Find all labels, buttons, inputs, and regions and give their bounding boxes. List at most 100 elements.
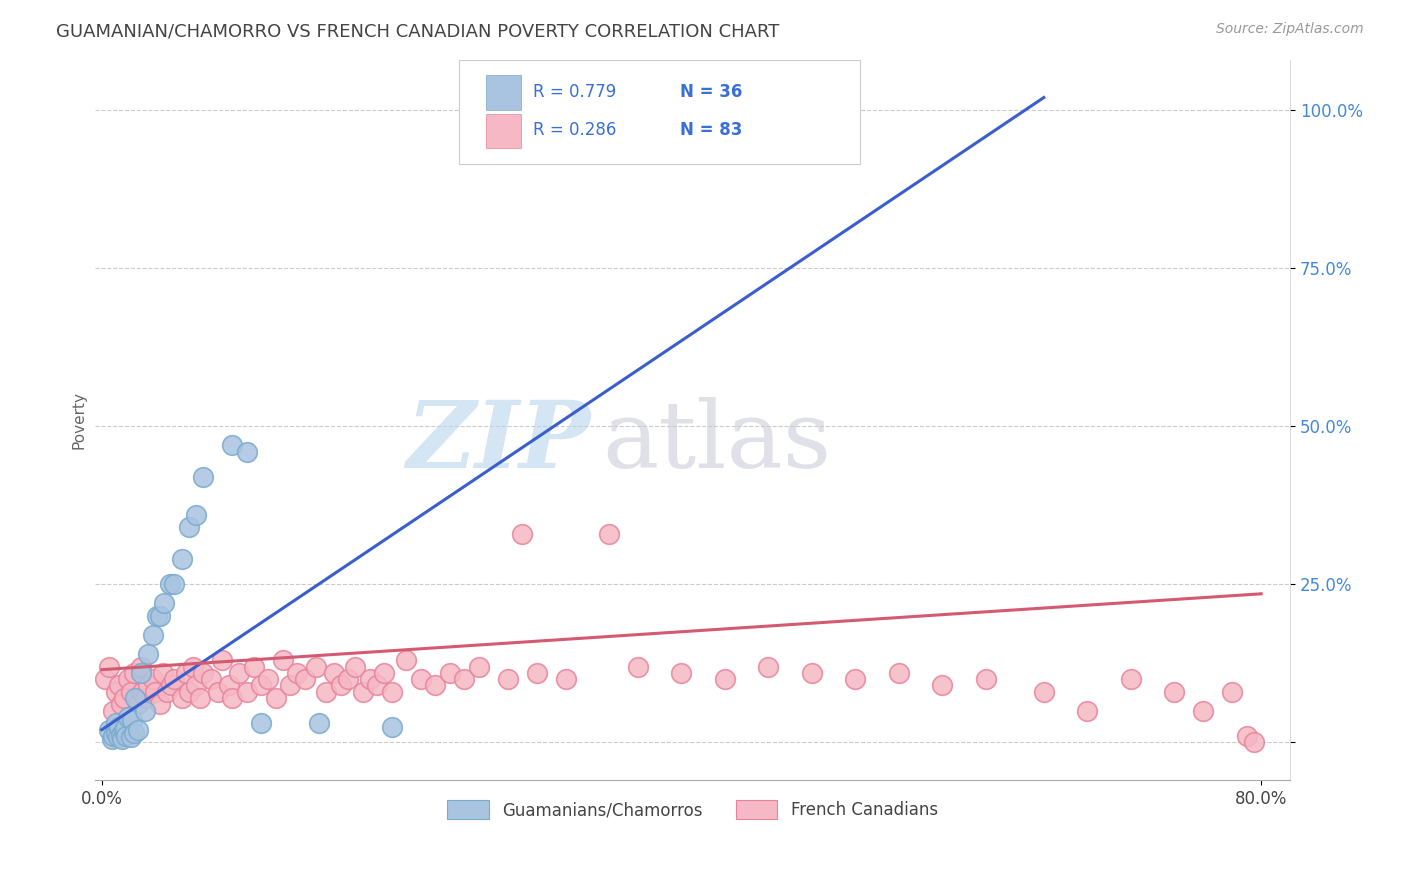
Point xyxy=(200,672,222,686)
Point xyxy=(163,672,186,686)
Point xyxy=(170,691,193,706)
Point xyxy=(181,659,204,673)
Point xyxy=(250,678,273,692)
Point xyxy=(395,653,418,667)
Point xyxy=(149,609,172,624)
Point xyxy=(177,685,200,699)
Point xyxy=(714,672,737,686)
Point xyxy=(103,729,125,743)
Point xyxy=(373,665,395,680)
Point xyxy=(184,678,207,692)
Point xyxy=(112,723,135,738)
Point xyxy=(105,726,128,740)
Point xyxy=(228,665,250,680)
Point xyxy=(1220,685,1243,699)
Point xyxy=(844,672,866,686)
Point xyxy=(315,685,337,699)
Point xyxy=(758,659,780,673)
Point xyxy=(131,685,153,699)
Point xyxy=(250,716,273,731)
Point xyxy=(887,665,910,680)
Point xyxy=(598,526,620,541)
Point xyxy=(627,659,650,673)
FancyBboxPatch shape xyxy=(485,76,522,110)
Point xyxy=(974,672,997,686)
Point xyxy=(184,508,207,522)
Text: atlas: atlas xyxy=(603,397,832,486)
Point xyxy=(381,685,404,699)
Text: R = 0.286: R = 0.286 xyxy=(533,121,617,139)
Point xyxy=(170,552,193,566)
Point xyxy=(359,672,381,686)
Point xyxy=(257,672,280,686)
Point xyxy=(160,678,183,692)
Point xyxy=(329,678,352,692)
Point xyxy=(1119,672,1142,686)
Point xyxy=(305,659,328,673)
Point xyxy=(322,665,344,680)
Point xyxy=(439,665,461,680)
Point xyxy=(190,691,212,706)
Text: N = 83: N = 83 xyxy=(681,121,742,139)
Point xyxy=(146,609,169,624)
Point xyxy=(1076,704,1098,718)
Point xyxy=(93,672,115,686)
Point xyxy=(554,672,576,686)
Point xyxy=(1243,735,1265,749)
Point xyxy=(110,728,132,742)
Point xyxy=(671,665,693,680)
Point xyxy=(337,672,360,686)
Point xyxy=(467,659,489,673)
Point xyxy=(114,722,136,736)
Point xyxy=(800,665,823,680)
Text: ZIP: ZIP xyxy=(406,397,591,486)
Point xyxy=(129,665,152,680)
Point xyxy=(526,665,548,680)
Point xyxy=(221,691,243,706)
Point xyxy=(121,713,143,727)
Legend: Guamanians/Chamorros, French Canadians: Guamanians/Chamorros, French Canadians xyxy=(440,794,945,826)
Point xyxy=(221,438,243,452)
Text: N = 36: N = 36 xyxy=(681,83,742,101)
Point xyxy=(117,672,139,686)
Point xyxy=(453,672,475,686)
Point xyxy=(193,665,215,680)
Text: R = 0.779: R = 0.779 xyxy=(533,83,617,101)
Point xyxy=(163,577,186,591)
Point xyxy=(271,653,294,667)
Point xyxy=(235,444,257,458)
Point xyxy=(98,723,121,737)
Point xyxy=(510,526,533,541)
Point xyxy=(127,698,149,712)
Point xyxy=(112,691,135,706)
Point xyxy=(115,729,138,743)
Point xyxy=(423,678,446,692)
Point xyxy=(120,685,142,699)
FancyBboxPatch shape xyxy=(485,113,522,148)
Point xyxy=(931,678,953,692)
Point xyxy=(366,678,388,692)
Point xyxy=(136,647,159,661)
Point xyxy=(381,720,404,734)
Point xyxy=(122,665,145,680)
Point xyxy=(159,577,181,591)
Point xyxy=(177,520,200,534)
Point xyxy=(134,691,156,706)
Y-axis label: Poverty: Poverty xyxy=(72,391,86,449)
Point xyxy=(344,659,367,673)
Point xyxy=(409,672,432,686)
Point xyxy=(110,698,132,712)
Point xyxy=(122,726,145,740)
Point xyxy=(211,653,233,667)
Point xyxy=(153,596,176,610)
Point xyxy=(152,665,174,680)
Point xyxy=(136,678,159,692)
Point xyxy=(496,672,519,686)
Point xyxy=(193,470,215,484)
Point xyxy=(127,723,149,737)
Point xyxy=(145,685,167,699)
Point xyxy=(107,731,129,745)
Point xyxy=(103,704,125,718)
Point xyxy=(308,716,330,731)
Point xyxy=(352,685,374,699)
